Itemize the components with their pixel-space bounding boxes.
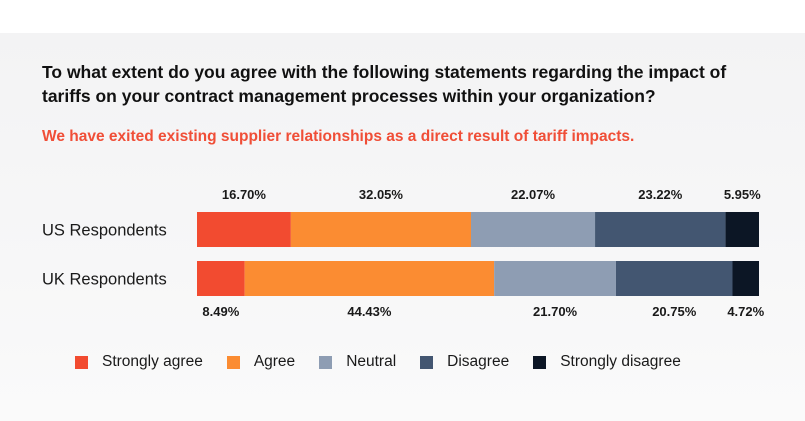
survey-statement: We have exited existing supplier relatio…	[42, 128, 635, 145]
bar-segment-uk-respondents-agree	[244, 261, 495, 296]
legend-swatch-disagree	[420, 355, 434, 369]
data-label-uk-respondents-strongly-agree: 8.49%	[202, 304, 239, 319]
legend-label-neutral: Neutral	[346, 353, 397, 370]
data-label-us-respondents-strongly-disagree: 5.95%	[724, 187, 761, 202]
bar-segment-us-respondents-strongly-disagree	[725, 212, 759, 247]
bar-segment-us-respondents-neutral	[471, 212, 596, 247]
category-label-uk-respondents: UK Respondents	[42, 271, 167, 289]
legend-label-strongly-disagree: Strongly disagree	[560, 353, 681, 370]
bar-segment-uk-respondents-strongly-agree	[197, 261, 245, 296]
bar-segment-uk-respondents-strongly-disagree	[732, 261, 759, 296]
data-label-us-respondents-disagree: 23.22%	[638, 187, 683, 202]
data-label-uk-respondents-neutral: 21.70%	[533, 304, 578, 319]
legend-item-agree: Agree	[226, 353, 296, 371]
bar-segment-uk-respondents-neutral	[494, 261, 616, 296]
legend-label-disagree: Disagree	[447, 353, 510, 370]
data-label-us-respondents-agree: 32.05%	[359, 187, 404, 202]
data-label-uk-respondents-agree: 44.43%	[347, 304, 392, 319]
legend-item-strongly-agree: Strongly agree	[75, 353, 203, 371]
legend-item-neutral: Neutral	[319, 353, 396, 371]
data-label-us-respondents-strongly-agree: 16.70%	[222, 187, 267, 202]
bar-segment-us-respondents-disagree	[595, 212, 726, 247]
bar-segment-us-respondents-strongly-agree	[197, 212, 291, 247]
legend-label-strongly-agree: Strongly agree	[102, 353, 203, 370]
survey-question: To what extent do you agree with the fol…	[42, 62, 727, 106]
legend-swatch-strongly-disagree	[533, 355, 547, 369]
data-label-us-respondents-neutral: 22.07%	[511, 187, 556, 202]
bar-segment-uk-respondents-disagree	[615, 261, 733, 296]
chart-legend: Strongly agree Agree Neutral Disagree Strong…	[75, 353, 705, 371]
bar-segment-us-respondents-agree	[290, 212, 471, 247]
legend-swatch-agree	[226, 355, 240, 369]
legend-label-agree: Agree	[253, 353, 296, 370]
legend-swatch-strongly-agree	[75, 355, 88, 369]
legend-swatch-neutral	[319, 355, 333, 369]
legend-item-disagree: Disagree	[420, 353, 509, 371]
category-label-us-respondents: US Respondents	[42, 222, 167, 240]
legend-item-strongly-disagree: Strongly disagree	[533, 353, 681, 371]
data-label-uk-respondents-disagree: 20.75%	[652, 304, 697, 319]
data-label-uk-respondents-strongly-disagree: 4.72%	[727, 304, 764, 319]
